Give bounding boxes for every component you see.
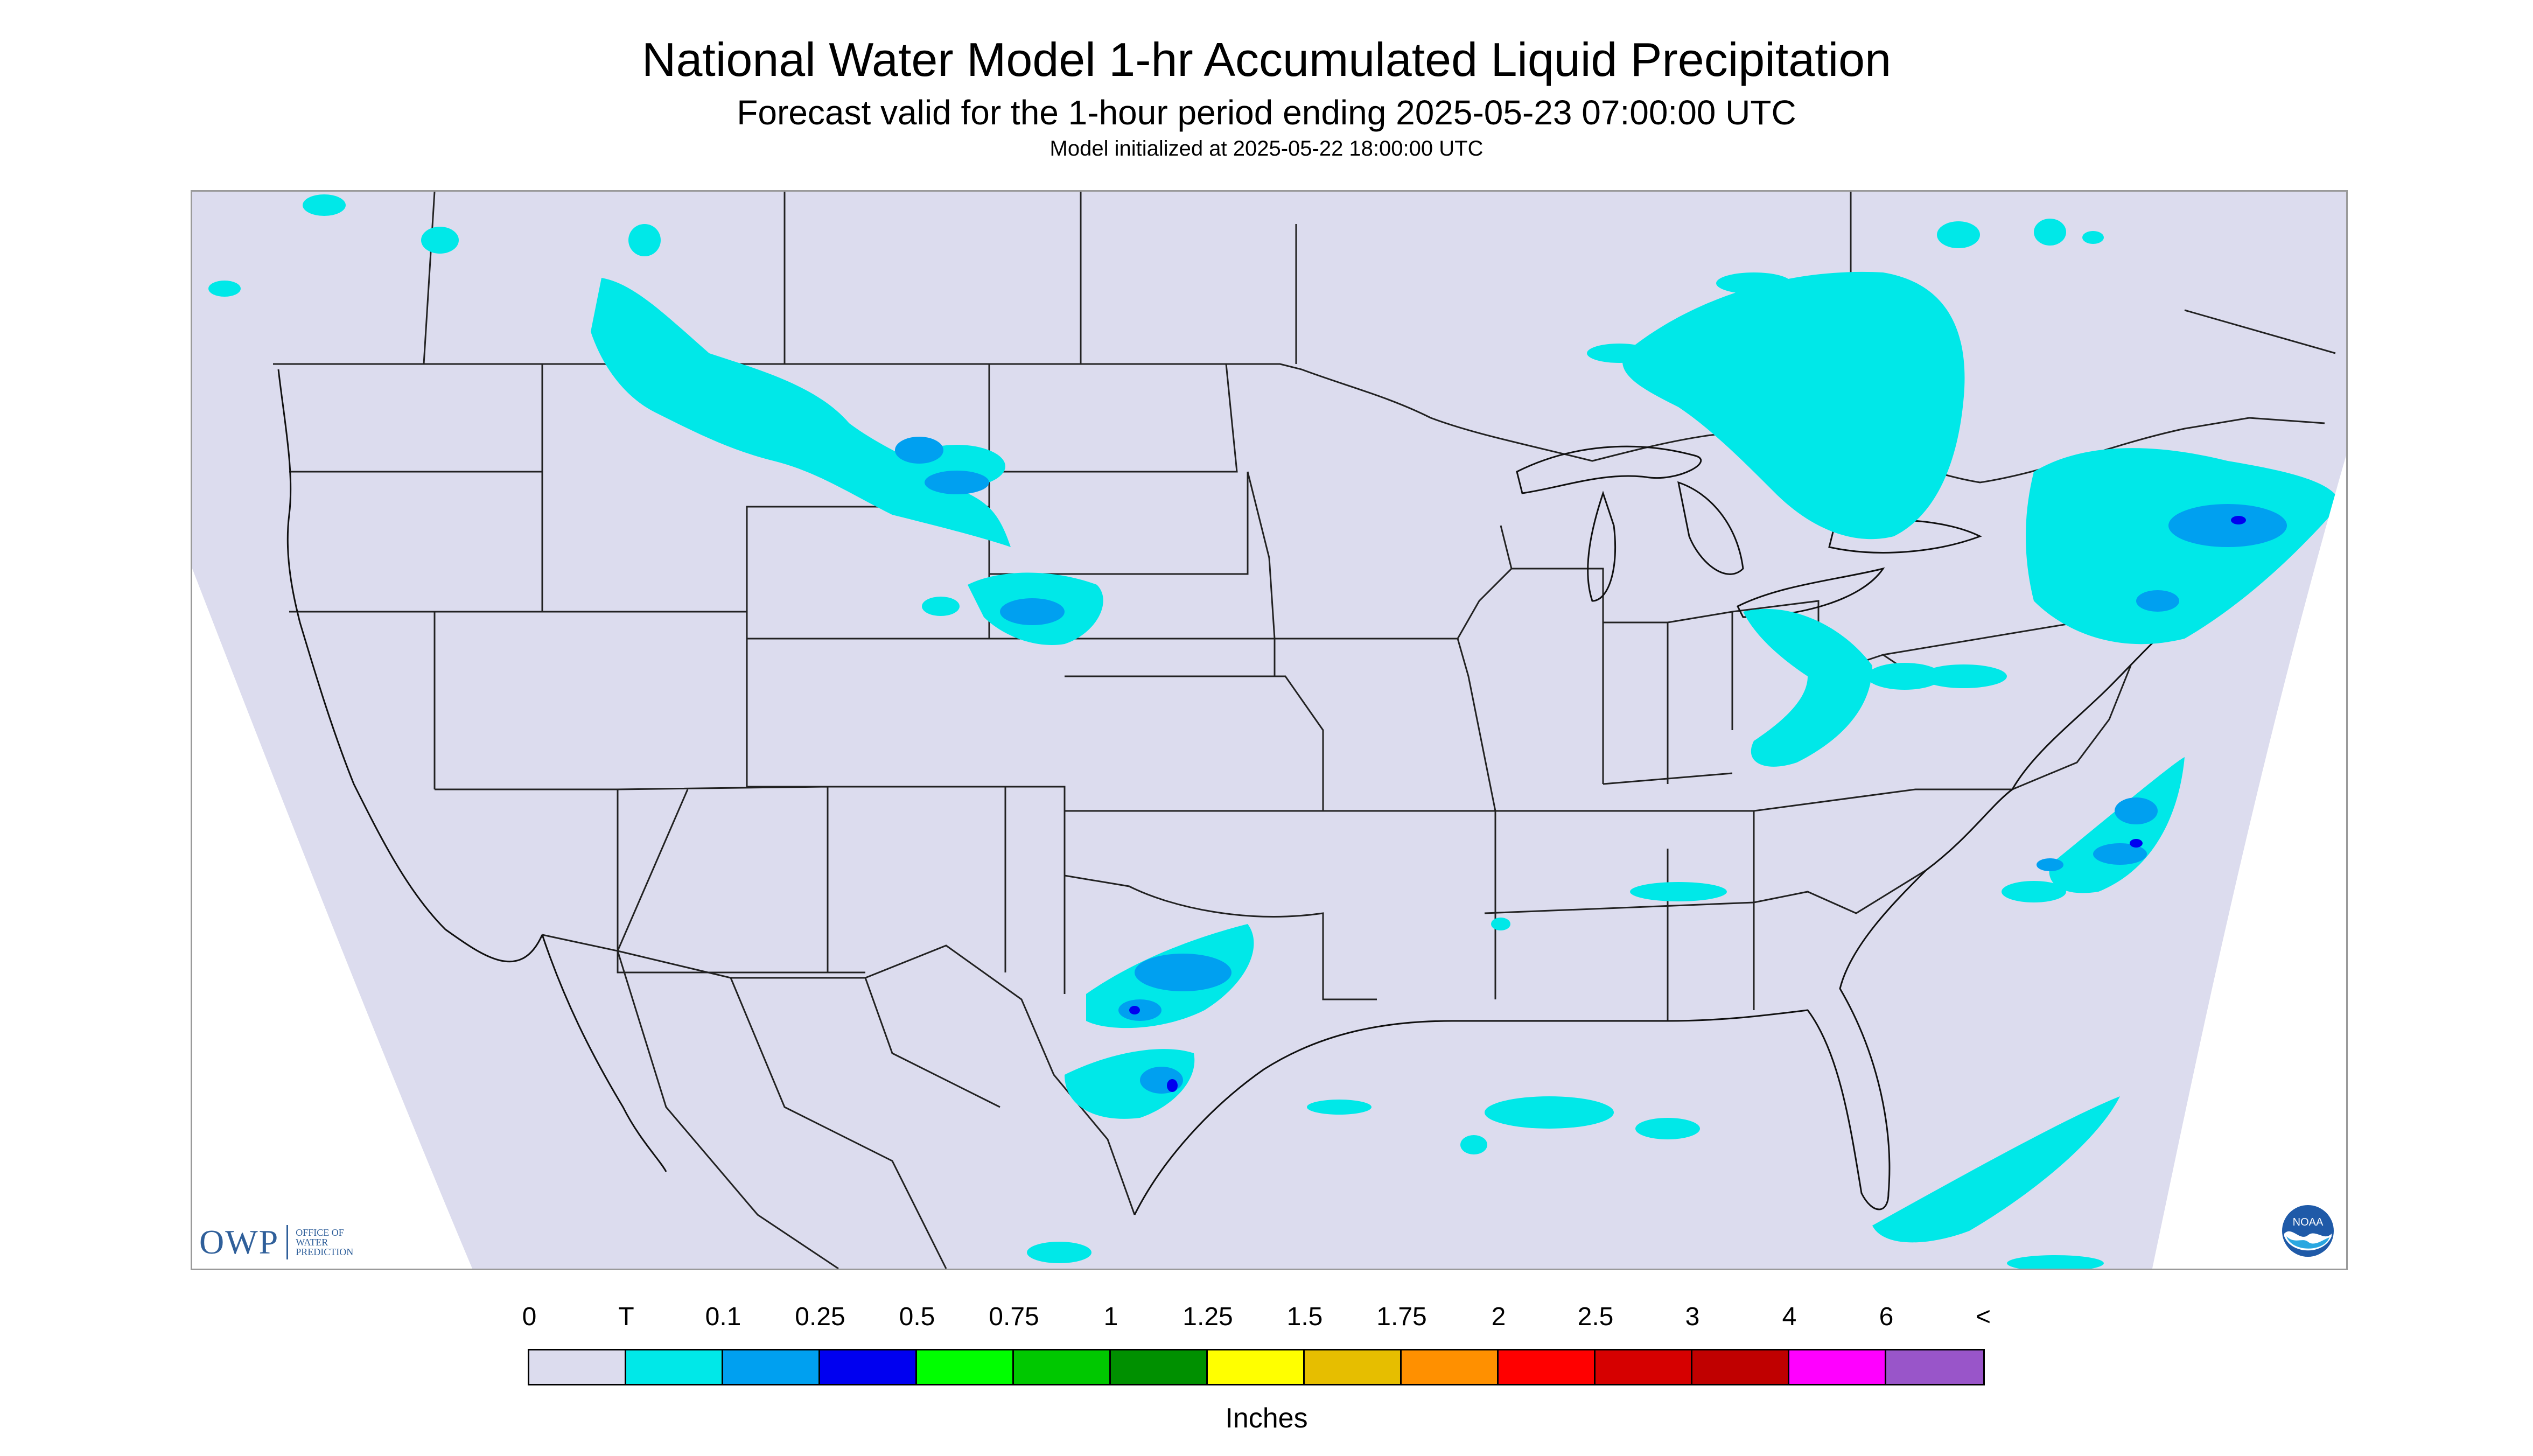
owp-logo-line-3: PREDICTION [296,1247,354,1257]
legend-labels: 0 T 0.1 0.25 0.5 0.75 1 1.25 1.5 1.75 2 2.5 3 4 6 < [522,1302,2035,1340]
atlantic-southeast [1872,1096,2120,1243]
owp-logo: OWP OFFICE OF WATER PREDICTION [199,1222,382,1262]
legend-label: 1.5 [1286,1303,1323,1331]
legend-swatch-10 [1499,1350,1596,1384]
legend-swatch-14 [1886,1350,1983,1384]
precipitation-light [895,437,2287,1094]
legend-label: 0.75 [989,1303,1039,1331]
owp-logo-text: OFFICE OF WATER PREDICTION [296,1228,382,1257]
precipitation-trace [208,194,2341,1269]
legend-label: 1.25 [1182,1303,1233,1331]
coastlines [277,369,2325,1215]
legend-swatch-0 [529,1350,626,1384]
legend-label: 0.1 [705,1303,741,1331]
legend-swatch-5 [1014,1350,1111,1384]
legend-swatch-12 [1692,1350,1789,1384]
owp-logo-divider [286,1225,289,1259]
montana-band [591,278,1011,547]
legend-label: 2 [1491,1303,1506,1331]
legend-label: 0 [522,1303,537,1331]
state-lines-west [289,364,1066,994]
owp-logo-line-2: WATER [296,1237,328,1248]
legend-units: Inches [1225,1403,1308,1434]
mexico-state-lines [617,950,1000,1269]
legend-label: 1 [1103,1303,1118,1331]
legend-label: 1.75 [1376,1303,1427,1331]
ohio-valley-band [1743,608,1872,767]
legend-colorbar [528,1349,1985,1385]
noaa-logo: NOAA [2282,1205,2334,1257]
legend-label: < [1975,1303,1991,1331]
pacific-coastline [277,369,543,963]
state-lines-midwest [1275,525,2012,1021]
legend-label: 4 [1782,1303,1797,1331]
baja-coastline [541,934,667,1172]
model-init-time: Model initialized at 2025-05-22 18:00:00… [1049,137,1484,160]
legend-swatch-4 [917,1350,1014,1384]
great-lakes [1516,445,1982,618]
gulf-coastline [1133,503,2325,1215]
south-texas-cluster [1065,1049,1195,1119]
domain-mask-right [2152,456,2346,1269]
legend-swatch-3 [820,1350,917,1384]
legend-label: 3 [1685,1303,1700,1331]
legend-swatch-6 [1111,1350,1208,1384]
legend-swatch-11 [1596,1350,1692,1384]
canada-province-lines [423,192,2336,429]
atlantic-offshore [2049,757,2185,893]
legend-swatch-8 [1305,1350,1402,1384]
owp-logo-mark: OWP [199,1223,279,1261]
svg-text:NOAA: NOAA [2293,1216,2324,1228]
state-lines-central [988,363,1496,1000]
model-domain [192,192,2346,1269]
legend-swatch-7 [1208,1350,1305,1384]
legend-label: 0.5 [899,1303,935,1331]
us-mexico-border [542,934,1136,1215]
new-england-area [2026,448,2341,645]
precipitation-moderate [1129,516,2246,1092]
legend-label: 6 [1879,1303,1894,1331]
map-svg [192,192,2346,1269]
legend-label: T [618,1303,634,1331]
owp-logo-line-1: OFFICE OF [296,1227,344,1238]
legend-swatch-1 [626,1350,723,1384]
map-title: National Water Model 1-hr Accumulated Li… [641,33,1892,86]
legend-label: 0.25 [795,1303,845,1331]
legend-label: 2.5 [1577,1303,1614,1331]
legend-swatch-9 [1402,1350,1499,1384]
map-subtitle: Forecast valid for the 1-hour period end… [737,93,1796,132]
domain-mask-left [192,569,472,1269]
precipitation-map [191,190,2348,1270]
legend-swatch-2 [723,1350,820,1384]
ontario-area [1622,271,1965,540]
legend-swatch-13 [1789,1350,1886,1384]
